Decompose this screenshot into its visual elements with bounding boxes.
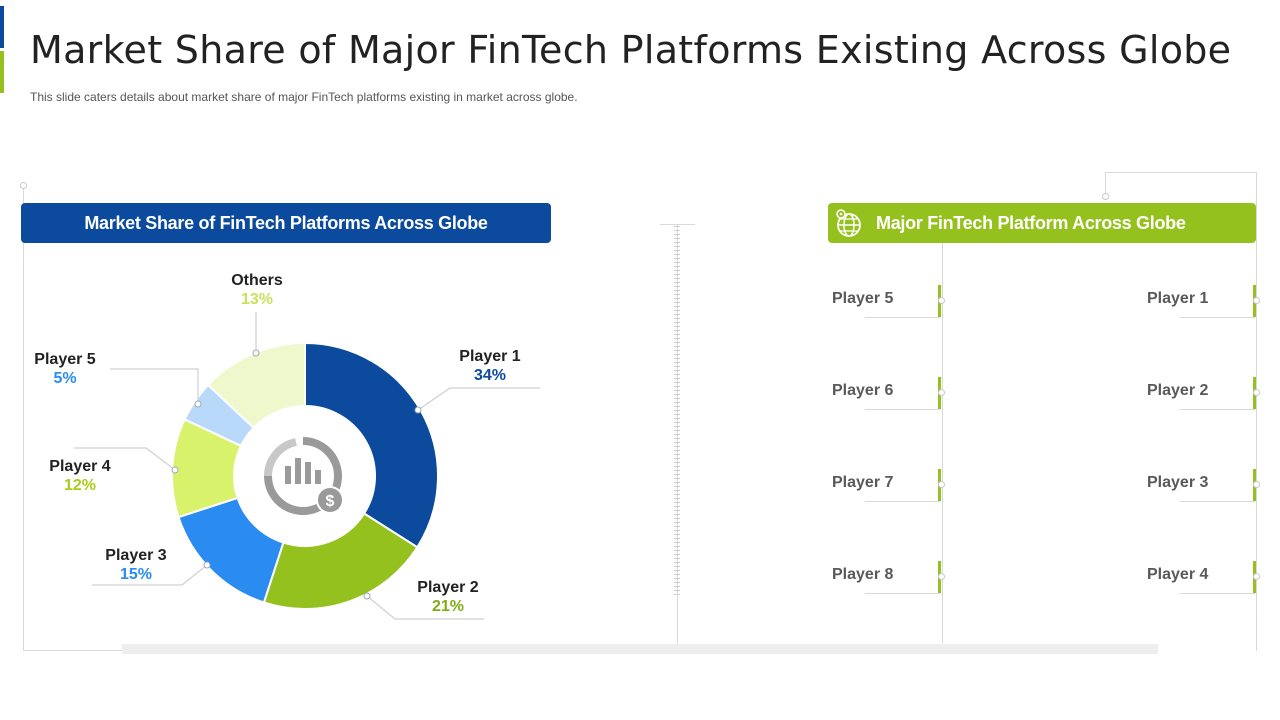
slice-player-1 xyxy=(304,341,439,549)
left-frame-line xyxy=(23,187,24,651)
bottom-bar xyxy=(122,644,1158,654)
right-top-frame-line xyxy=(1105,172,1257,173)
player-underline xyxy=(1180,593,1255,594)
leader-dot xyxy=(363,592,371,600)
chart-dollar-icon: $ xyxy=(233,406,373,546)
leader-dot xyxy=(203,561,211,569)
slice-label: Player 3 xyxy=(105,547,166,564)
accent-bar-blue xyxy=(0,6,4,48)
player-label: Player 6 xyxy=(832,382,894,399)
slice-label: Player 5 xyxy=(34,351,95,368)
right-panel-header: Major FinTech Platform Across Globe xyxy=(828,203,1256,243)
slice-value-label: 15% xyxy=(120,566,152,583)
player-dot xyxy=(1253,481,1260,488)
slide-subtitle: This slide caters details about market s… xyxy=(30,90,578,104)
player-label: Player 3 xyxy=(1147,474,1209,491)
player-label: Player 4 xyxy=(1147,566,1209,583)
slide-title: Market Share of Major FinTech Platforms … xyxy=(30,28,1232,72)
leader-line xyxy=(92,564,208,586)
right-frame-line xyxy=(1256,172,1257,651)
right-center-line xyxy=(942,243,943,643)
slice-value-label: 12% xyxy=(64,477,96,494)
slice-label: Player 1 xyxy=(459,348,520,365)
leader-line xyxy=(110,368,199,404)
player-underline xyxy=(865,501,940,502)
center-divider-cap xyxy=(660,224,695,225)
slice-label: Others xyxy=(231,272,283,289)
player-dot xyxy=(938,389,945,396)
player-underline xyxy=(865,317,940,318)
right-panel-header-text: Major FinTech Platform Across Globe xyxy=(876,212,1186,233)
player-dot xyxy=(1253,297,1260,304)
player-underline xyxy=(1180,317,1255,318)
leader-dot xyxy=(414,406,422,414)
frame-dot xyxy=(1102,193,1109,200)
svg-text:$: $ xyxy=(326,493,335,510)
player-label: Player 2 xyxy=(1147,382,1209,399)
player-label: Player 8 xyxy=(832,566,894,583)
player-label: Player 7 xyxy=(832,474,894,491)
player-label: Player 5 xyxy=(832,290,894,307)
leader-dot xyxy=(194,400,202,408)
right-connector-line xyxy=(1105,172,1106,196)
player-dot xyxy=(938,573,945,580)
player-underline xyxy=(1180,501,1255,502)
slice-value-label: 21% xyxy=(432,598,464,615)
leader-dot xyxy=(252,349,260,357)
player-underline xyxy=(865,593,940,594)
slice-value-label: 5% xyxy=(53,370,76,387)
leader-line xyxy=(366,595,484,620)
player-underline xyxy=(1180,409,1255,410)
slice-player-2 xyxy=(262,512,419,610)
player-label: Player 1 xyxy=(1147,290,1209,307)
slice-value-label: 34% xyxy=(474,367,506,384)
center-tick-strip xyxy=(674,226,680,598)
left-panel-header: Market Share of FinTech Platforms Across… xyxy=(21,203,551,243)
frame-dot xyxy=(20,182,27,189)
slice-value-label: 13% xyxy=(241,291,273,308)
player-dot xyxy=(1253,573,1260,580)
player-underline xyxy=(865,409,940,410)
donut-chart: Player 1 34% Player 2 21% Player 3 15% Player … xyxy=(34,272,540,620)
slice-label: Player 2 xyxy=(417,579,478,596)
accent-bar-green xyxy=(0,51,4,93)
player-dot xyxy=(938,297,945,304)
leader-line xyxy=(74,447,176,471)
player-dot xyxy=(1253,389,1260,396)
slice-label: Player 4 xyxy=(49,458,110,475)
globe-icon xyxy=(836,209,861,237)
leader-line xyxy=(417,387,540,411)
player-dot xyxy=(938,481,945,488)
leader-dot xyxy=(171,466,179,474)
